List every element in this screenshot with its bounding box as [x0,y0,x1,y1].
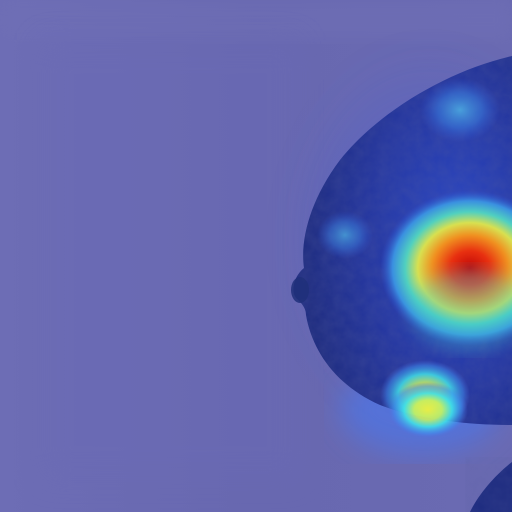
hotspot-upper [420,78,500,142]
nipple [291,277,309,303]
hotspot-left [317,211,373,259]
breast-tissue [293,56,512,425]
hotspot-lower [388,382,468,438]
